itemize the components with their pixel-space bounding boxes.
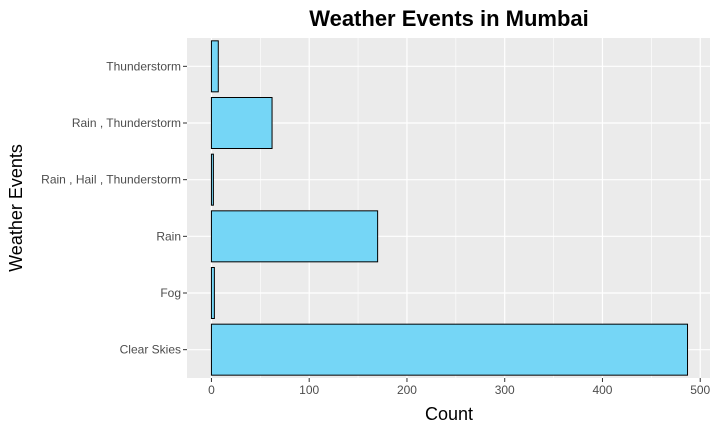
x-tick-label: 500	[690, 383, 710, 397]
x-tick-label: 400	[592, 383, 612, 397]
chart-title: Weather Events in Mumbai	[309, 6, 589, 31]
y-tick-label: Fog	[160, 286, 181, 300]
plot-panel	[187, 38, 710, 378]
bar	[210, 267, 215, 319]
bar	[210, 323, 689, 376]
bar	[210, 97, 273, 149]
bar	[210, 210, 379, 263]
bar	[210, 40, 219, 93]
y-tick-label: Rain , Thunderstorm	[72, 116, 181, 130]
y-tick-label: Clear Skies	[120, 343, 181, 357]
x-axis-ticks: 0 100 200 300 400 500	[208, 378, 711, 397]
y-axis-ticks: Clear Skies Fog Rain Rain , Hail , Thunders…	[41, 59, 187, 357]
y-tick-label: Rain , Hail , Thunderstorm	[41, 173, 181, 187]
grid-lines	[187, 38, 710, 378]
x-tick-label: 0	[208, 383, 215, 397]
x-tick-label: 100	[299, 383, 319, 397]
x-axis-title: Count	[425, 404, 473, 424]
bars	[210, 40, 689, 376]
bar	[210, 153, 214, 206]
y-axis-title: Weather Events	[6, 144, 26, 272]
x-tick-label: 200	[397, 383, 417, 397]
x-tick-label: 300	[495, 383, 515, 397]
y-tick-label: Thunderstorm	[106, 59, 181, 73]
y-tick-label: Rain	[156, 229, 181, 243]
